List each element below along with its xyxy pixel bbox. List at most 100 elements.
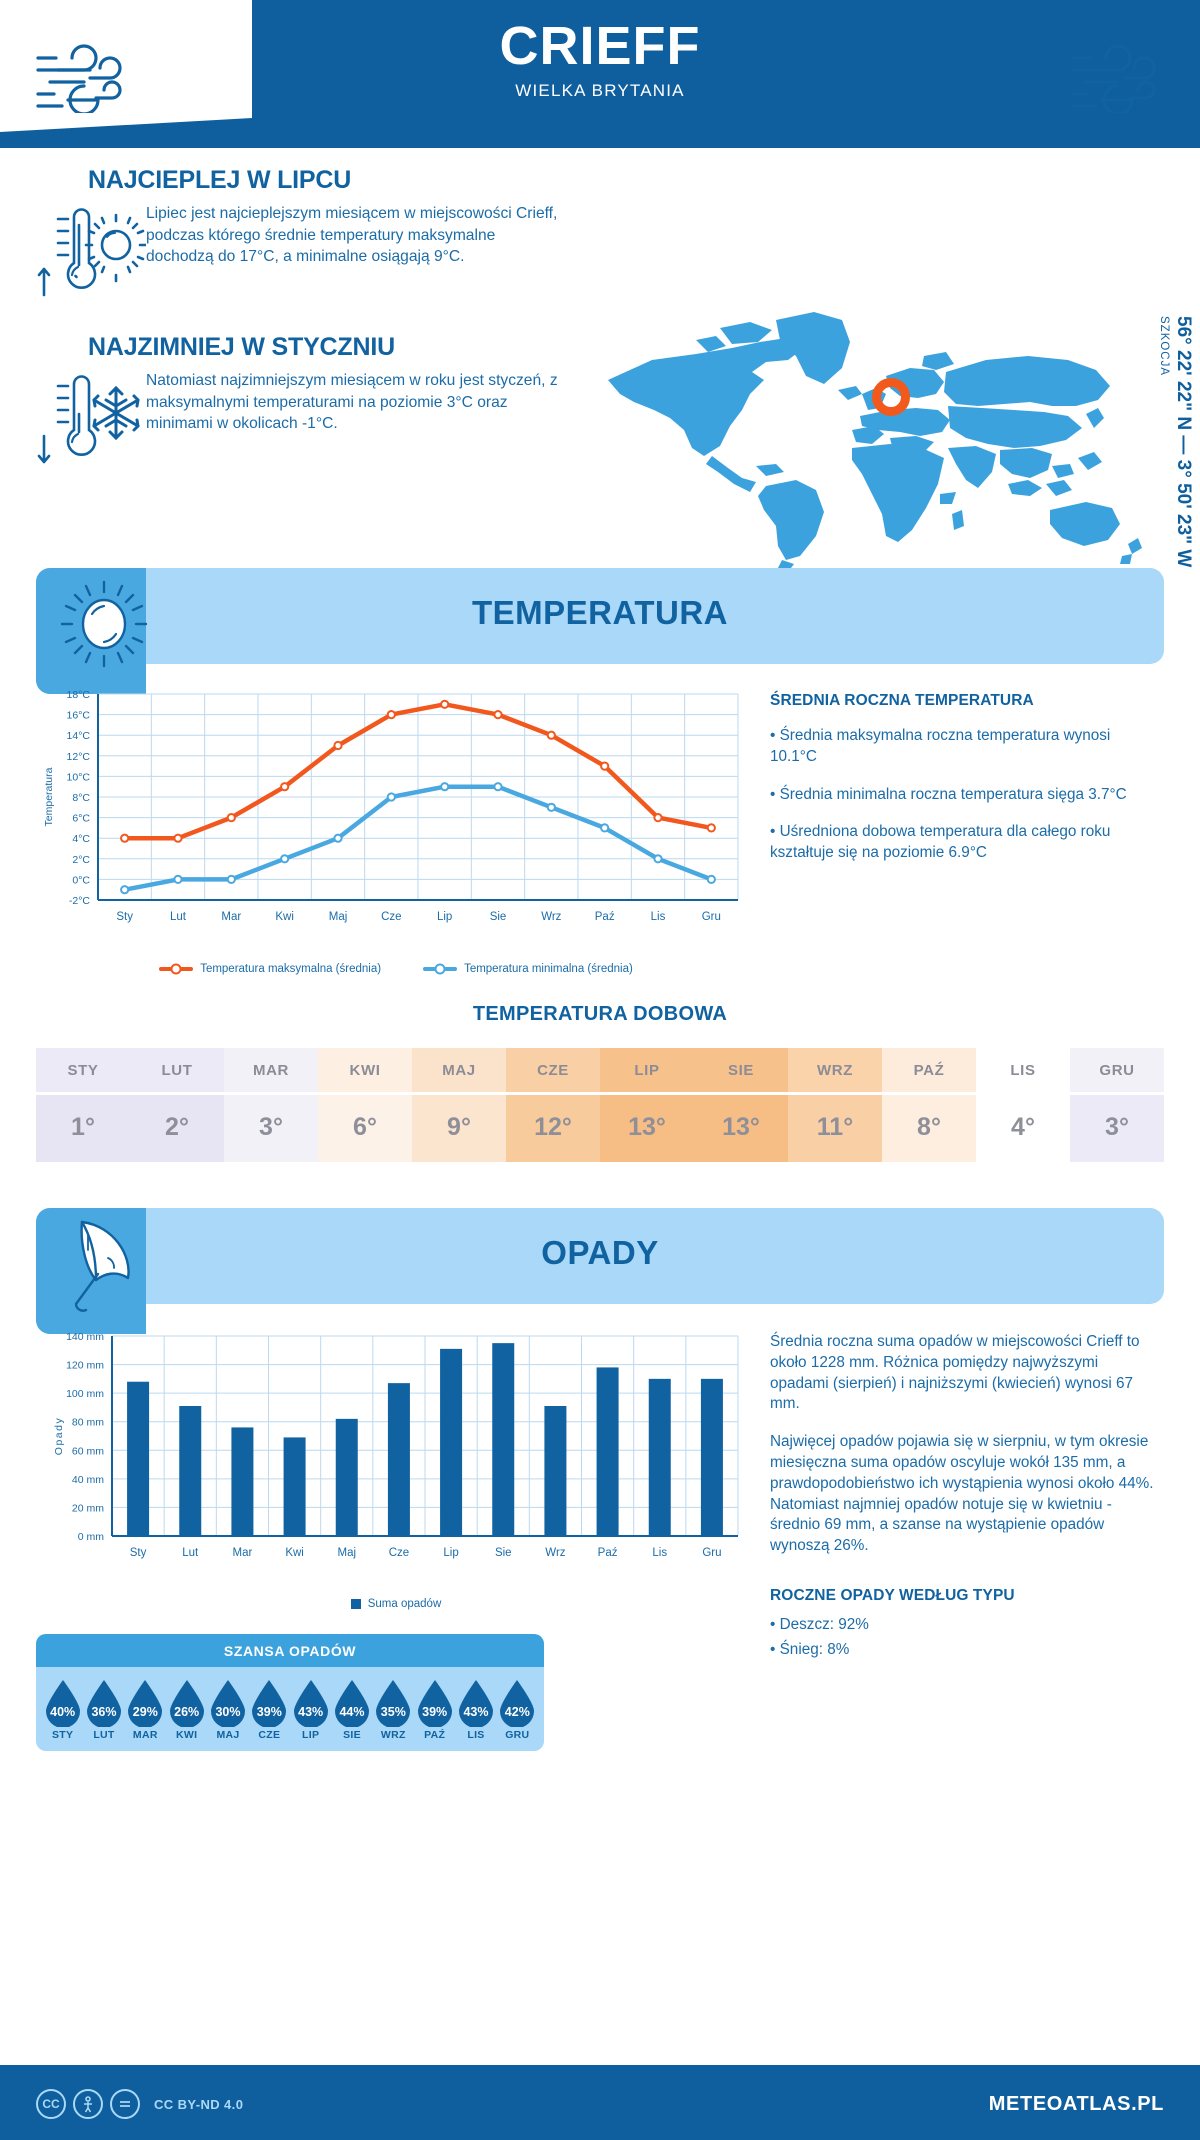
legend-label-max: Temperatura maksymalna (średnia) — [200, 963, 382, 975]
svg-text:Paź: Paź — [595, 911, 615, 923]
svg-text:Maj: Maj — [329, 911, 348, 923]
temp-table-cell-kwi: 6° — [318, 1095, 412, 1162]
coordinates-label: 56° 22' 22" N — 3° 50' 23" W — [1173, 316, 1194, 568]
fact-warmest: NAJCIEPLEJ W LIPCU — [36, 166, 566, 311]
svg-text:140 mm: 140 mm — [66, 1331, 104, 1343]
legend-label-sum: Suma opadów — [367, 1598, 442, 1610]
temp-table-header-gru: GRU — [1070, 1048, 1164, 1092]
city-name: CRIEFF — [499, 16, 701, 76]
chance-value-gru: 42% — [504, 1705, 530, 1719]
chance-cell-kwi: 26% KWI — [166, 1679, 207, 1741]
svg-text:Sie: Sie — [495, 1547, 512, 1559]
svg-text:Lut: Lut — [182, 1547, 199, 1559]
sun-icon — [54, 576, 154, 681]
svg-text:80 mm: 80 mm — [72, 1417, 104, 1429]
temp-table-header-wrz: WRZ — [788, 1048, 882, 1092]
chance-cell-paź: 39% PAŹ — [414, 1679, 455, 1741]
legend-swatch-min — [423, 967, 458, 971]
precipitation-type-rain: • Deszcz: 92% — [770, 1615, 869, 1633]
temperature-chart-svg: -2°C 0°C 2°C 4°C 6°C 8°C 10°C 12°C 14°C 16°C 18°C S… — [43, 689, 739, 923]
cc-icon: CC — [36, 2089, 66, 2119]
fact-warmest-title: NAJCIEPLEJ W LIPCU — [88, 166, 352, 194]
svg-text:2°C: 2°C — [72, 854, 90, 866]
svg-text:14°C: 14°C — [67, 730, 91, 742]
temp-table-cell-maj: 9° — [412, 1095, 506, 1162]
temp-table-header-lis: LIS — [976, 1048, 1070, 1092]
chance-value-paź: 39% — [422, 1705, 448, 1719]
temp-table-cell-sty: 1° — [36, 1095, 130, 1162]
temperature-banner-bg — [36, 568, 1164, 664]
fact-warmest-icons — [36, 199, 148, 311]
region-label: SZKOCJA — [1158, 316, 1170, 377]
page-footer: CC CC BY-ND 4.0 METEOATLAS.PL — [0, 2068, 1200, 2140]
by-icon — [73, 2089, 103, 2119]
water-drop-icon: 43% — [292, 1679, 330, 1727]
water-drop-icon: 43% — [457, 1679, 495, 1727]
legend-swatch-max — [159, 967, 194, 971]
chance-month-gru: GRU — [505, 1729, 530, 1741]
umbrella-icon — [58, 1212, 154, 1321]
chance-cell-wrz: 35% WRZ — [373, 1679, 414, 1741]
svg-text:Maj: Maj — [337, 1547, 356, 1559]
svg-text:Gru: Gru — [702, 1547, 721, 1559]
svg-text:8°C: 8°C — [72, 792, 90, 804]
thermometer-down-icon — [37, 375, 97, 464]
svg-text:Cze: Cze — [381, 911, 401, 923]
legend-label-min: Temperatura minimalna (średnia) — [464, 963, 633, 975]
chance-cell-sty: 40% STY — [42, 1679, 83, 1741]
precipitation-chart-svg: 0 mm 20 mm 40 mm 60 mm 80 mm 100 mm 120 mm 140 … — [53, 1331, 739, 1559]
temp-table-cell-sie: 13° — [694, 1095, 788, 1162]
page-header: CRIEFF WIELKA BRYTANIA — [0, 0, 1200, 148]
fact-coldest-icons — [36, 366, 146, 478]
svg-text:Opady: Opady — [53, 1417, 65, 1455]
nd-icon — [110, 2089, 140, 2119]
temp-table-cell-cze: 12° — [506, 1095, 600, 1162]
water-drop-icon: 30% — [209, 1679, 247, 1727]
chance-month-maj: MAJ — [216, 1729, 240, 1741]
temp-table-header-mar: MAR — [224, 1048, 318, 1092]
intro-facts: NAJCIEPLEJ W LIPCU — [36, 166, 566, 500]
country-name: WIELKA BRYTANIA — [515, 80, 685, 100]
chance-value-mar: 29% — [132, 1705, 158, 1719]
chance-cell-sie: 44% SIE — [331, 1679, 372, 1741]
chance-cell-gru: 42% GRU — [497, 1679, 538, 1741]
chance-value-lis: 43% — [463, 1705, 489, 1719]
precipitation-types-heading: ROCZNE OPADY WEDŁUG TYPU — [770, 1586, 1015, 1604]
water-drop-icon: 44% — [333, 1679, 371, 1727]
temp-table-header-kwi: KWI — [318, 1048, 412, 1092]
svg-text:Paź: Paź — [598, 1547, 618, 1559]
svg-text:Wrz: Wrz — [545, 1547, 565, 1559]
brand-label: METEOATLAS.PL — [988, 2092, 1164, 2115]
water-drop-icon: 42% — [498, 1679, 536, 1727]
temperature-banner-tab — [36, 568, 146, 694]
temp-table-cell-lut: 2° — [130, 1095, 224, 1162]
fact-coldest-title: NAJZIMNIEJ W STYCZNIU — [88, 333, 395, 361]
daily-temperature-table: STY LUT MAR KWI MAJ CZE LIP SIE WRZ PAŹ LIS GRU 1° 2°… — [36, 1048, 1164, 1162]
temperature-banner: TEMPERATURA — [36, 568, 1164, 694]
svg-text:Lut: Lut — [170, 911, 187, 923]
footer-divider — [0, 2065, 1200, 2068]
sun-icon — [84, 213, 148, 283]
precipitation-type-snow: • Śnieg: 8% — [770, 1640, 850, 1658]
svg-text:18°C: 18°C — [67, 689, 91, 701]
temp-table-cell-lip: 13° — [600, 1095, 694, 1162]
license-block: CC CC BY-ND 4.0 — [36, 2089, 243, 2119]
snowflake-icon — [92, 385, 140, 441]
svg-text:16°C: 16°C — [67, 710, 91, 722]
chance-month-lip: LIP — [302, 1729, 320, 1741]
location-pin — [872, 378, 910, 416]
coordinates-block: SZKOCJA 56° 22' 22" N — 3° 50' 23" W — [1158, 316, 1194, 567]
svg-text:Kwi: Kwi — [275, 911, 294, 923]
svg-text:-2°C: -2°C — [69, 895, 91, 907]
cc-badge-label-0: CC — [42, 2097, 60, 2111]
svg-text:0 mm: 0 mm — [78, 1531, 105, 1543]
precipitation-legend: Suma opadów — [36, 1598, 756, 1610]
temperature-side-text: ŚREDNIA ROCZNA TEMPERATURA • Średnia mak… — [756, 682, 1156, 975]
cc-badges: CC — [36, 2089, 140, 2119]
temp-table-cell-lis: 4° — [976, 1095, 1070, 1162]
chance-cell-mar: 29% MAR — [125, 1679, 166, 1741]
svg-text:Sty: Sty — [130, 1547, 147, 1559]
precipitation-chart-row: 0 mm 20 mm 40 mm 60 mm 80 mm 100 mm 120 mm 140 … — [0, 1304, 1200, 1751]
water-drop-icon: 40% — [44, 1679, 82, 1727]
precipitation-chance-grid: 40% STY 36% LUT 29% MAR 26% KWI 30% MAJ 39% CZE 43% L… — [36, 1667, 544, 1751]
